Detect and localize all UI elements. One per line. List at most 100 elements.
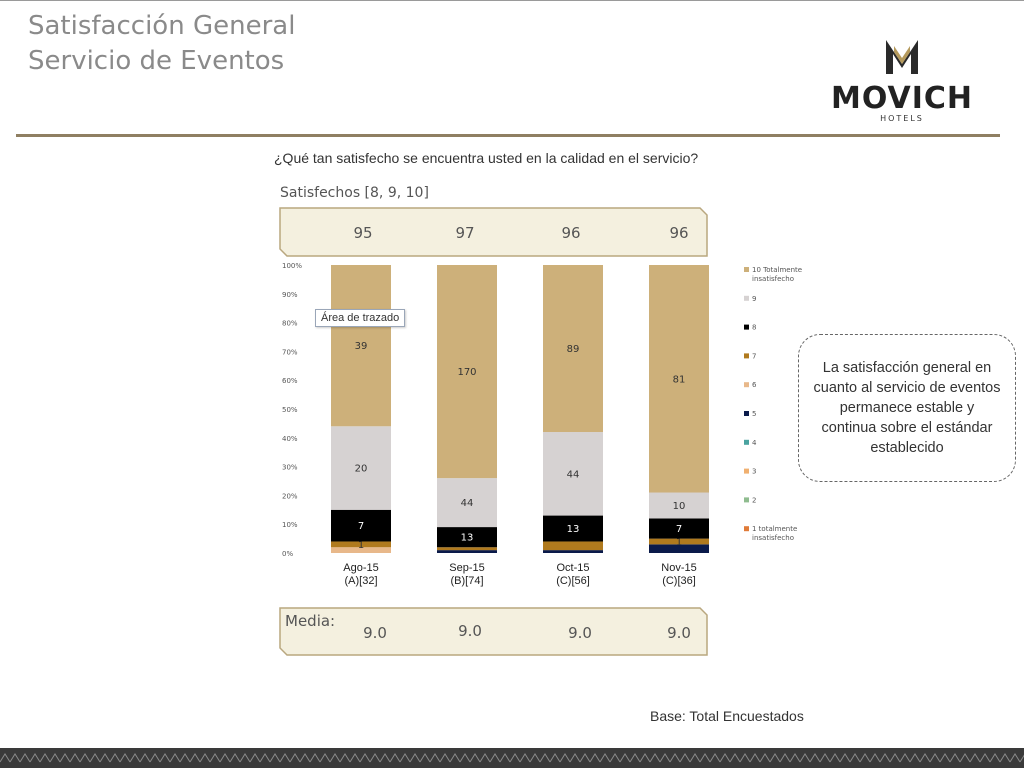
y-tick-label: 70% [282,348,298,356]
legend-label: insatisfecho [752,275,794,283]
footer-zigzag [619,753,631,763]
footer-zigzag [79,753,91,763]
bar-segment[interactable] [543,265,603,433]
legend-swatch [744,497,749,503]
media-label: Media: [285,612,336,630]
bar-segment[interactable] [331,541,391,548]
insight-callout-text: La satisfacción general en cuanto al ser… [813,360,1001,456]
media-value: 9.0 [568,624,592,642]
x-category-label: (C)[56] [556,575,590,587]
bar-segment[interactable] [331,265,391,427]
footer-zigzag [359,753,371,763]
footer-zigzag [939,753,951,763]
footer-zigzag [229,753,241,763]
data-label: 81 [673,374,686,385]
footer-zigzag [689,753,701,763]
footer-zigzag [529,753,541,763]
bar-segment[interactable] [543,515,603,542]
legend-label: 2 [752,496,756,504]
footer-zigzag [849,753,861,763]
footer-zigzag [829,753,841,763]
footer-zigzag [779,753,791,763]
footer-zigzag [249,753,261,763]
footer-zigzag [409,753,421,763]
bar-segment[interactable] [649,265,709,493]
footer-zigzag [839,753,851,763]
footer-zigzag [149,753,161,763]
top-border [0,0,1024,1]
movich-logo: MOVICH HOTELS [831,40,973,123]
footer-zigzag [59,753,71,763]
footer-zigzag [19,753,31,763]
stacked-bar-chart[interactable]: 0%10%20%30%40%50%60%70%80%90%100%172039A… [270,255,810,600]
footer-zigzag [799,753,811,763]
footer-zigzag [659,753,671,763]
footer-zigzag [749,753,761,763]
footer-zigzag [919,753,931,763]
y-tick-label: 100% [282,262,302,270]
legend-label: 8 [752,324,756,332]
media-value: 9.0 [363,624,387,642]
y-tick-label: 90% [282,291,298,299]
footer-zigzag [599,753,611,763]
footer-zigzag [539,753,551,763]
footer-zigzag [239,753,251,763]
bar-segment[interactable] [331,509,391,542]
footer-zigzag [769,753,781,763]
footer-zigzag [29,753,41,763]
footer-zigzag [9,753,21,763]
footer-zigzag [739,753,751,763]
page-title: Satisfacción General [28,11,296,41]
y-tick-label: 10% [282,521,298,529]
bar-segment[interactable] [437,527,497,548]
footer-zigzag [469,753,481,763]
bar-segment[interactable] [437,265,497,479]
bar-segment[interactable] [649,544,709,553]
bar-segment[interactable] [437,550,497,553]
legend-label: 3 [752,468,756,476]
bar-segment[interactable] [437,478,497,528]
footer-zigzag [69,753,81,763]
bar-segment[interactable] [437,547,497,551]
footer-zigzag [649,753,661,763]
footer-zigzag [879,753,891,763]
bar-segment[interactable] [543,550,603,553]
bar-segment[interactable] [331,547,391,553]
survey-question: ¿Qué tan satisfecho se encuentra usted e… [274,150,699,166]
satisfied-value: 96 [561,224,581,242]
footer-zigzag [729,753,741,763]
footer-zigzag [329,753,341,763]
footer-zigzag [559,753,571,763]
footer-zigzag [869,753,881,763]
footer-zigzag [449,753,461,763]
y-tick-label: 60% [282,377,298,385]
page-subtitle: Servicio de Eventos [28,46,285,76]
footer-zigzag [1009,753,1021,763]
x-category-label: (B)[74] [450,575,483,587]
footer-zigzag [389,753,401,763]
y-tick-label: 0% [282,550,293,558]
footer-zigzag [959,753,971,763]
footer-zigzag [299,753,311,763]
data-label: 89 [567,344,580,355]
footer-zigzag [369,753,381,763]
footer-zigzag [419,753,431,763]
x-category-label: Ago-15 [343,562,378,574]
bar-segment[interactable] [649,492,709,519]
data-label: 7 [358,521,364,532]
bar-segment[interactable] [331,426,391,510]
bar-segment[interactable] [543,432,603,516]
footer-zigzag [319,753,331,763]
footer-pattern [0,748,1024,768]
footer-zigzag [499,753,511,763]
footer-zigzag [929,753,941,763]
footer-zigzag [159,753,171,763]
bar-segment[interactable] [649,518,709,539]
logo-text: MOVICH [831,81,973,116]
logo-subtext: HOTELS [880,114,924,123]
legend-label: 9 [752,295,756,303]
bar-segment[interactable] [543,541,603,551]
footer-zigzag [989,753,1001,763]
legend-label: 5 [752,410,756,418]
bar-segment[interactable] [649,538,709,545]
